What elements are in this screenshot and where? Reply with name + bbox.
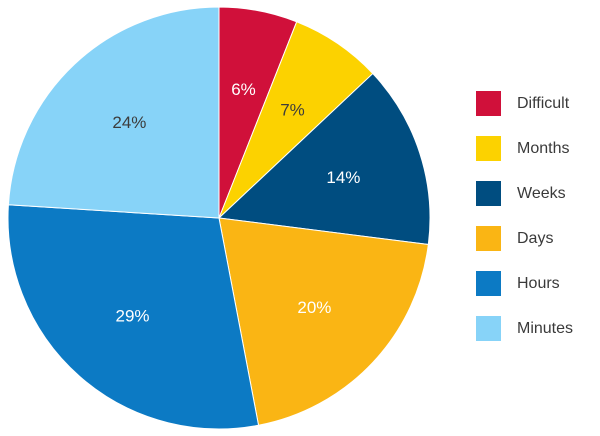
legend-swatch-months	[476, 136, 501, 161]
legend-swatch-weeks	[476, 181, 501, 206]
legend-swatch-days	[476, 226, 501, 251]
legend-label-hours: Hours	[517, 274, 560, 292]
pie-slice-hours	[7, 204, 260, 430]
legend-item-weeks: Weeks	[476, 181, 573, 206]
slice-label-weeks: 14%	[326, 168, 360, 187]
slice-label-days: 20%	[297, 298, 331, 317]
legend-item-hours: Hours	[476, 271, 573, 296]
slice-label-difficult: 6%	[231, 80, 256, 99]
legend-label-minutes: Minutes	[517, 319, 574, 337]
legend-item-difficult: Difficult	[476, 91, 573, 116]
legend-swatch-hours	[476, 271, 501, 296]
pie-slice-minutes	[7, 6, 220, 219]
slice-label-months: 7%	[280, 100, 305, 119]
pie-slice-days	[218, 217, 429, 426]
legend-item-minutes: Minutes	[476, 316, 573, 341]
legend-swatch-difficult	[476, 91, 501, 116]
legend-item-months: Months	[476, 136, 573, 161]
legend-label-days: Days	[517, 229, 554, 247]
legend-label-difficult: Difficult	[517, 94, 570, 112]
pie-plot-area: 6% 7% 14% 20% 29% 24%	[7, 6, 431, 430]
slice-label-hours: 29%	[115, 307, 149, 326]
slice-label-minutes: 24%	[112, 113, 146, 132]
legend-label-weeks: Weeks	[517, 184, 566, 202]
legend-label-months: Months	[517, 139, 570, 157]
legend: Difficult Months Weeks Days Hours Minute…	[476, 91, 573, 361]
legend-item-days: Days	[476, 226, 573, 251]
pie-slice-weeks	[217, 72, 431, 246]
legend-swatch-minutes	[476, 316, 501, 341]
